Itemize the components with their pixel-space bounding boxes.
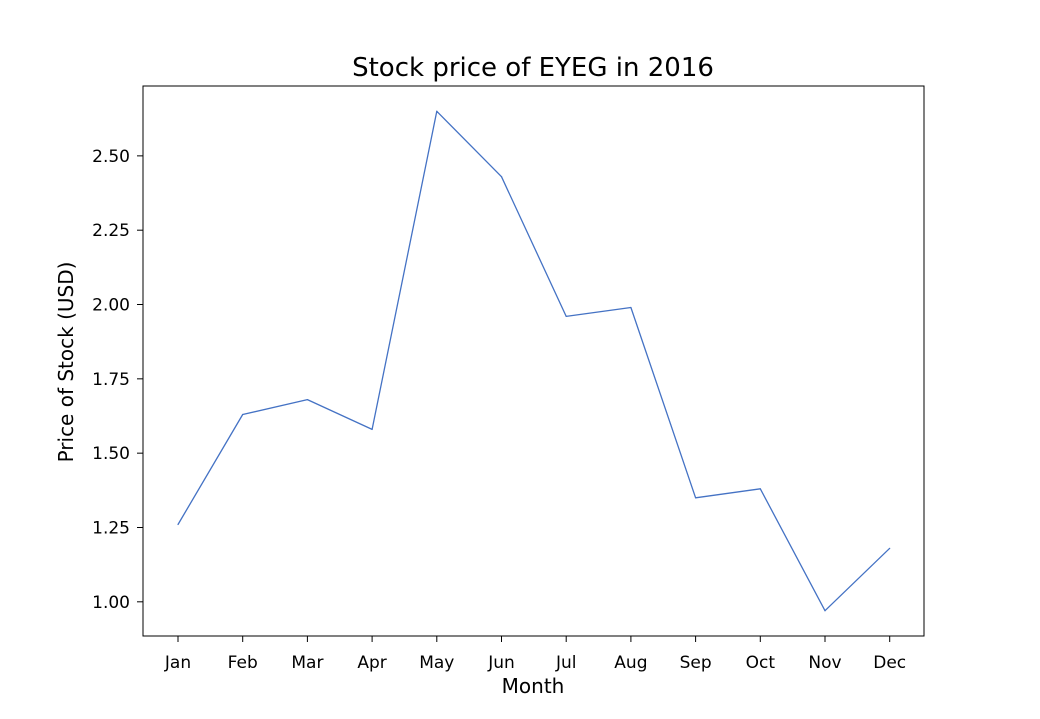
x-tick-label: Sep <box>680 653 712 673</box>
y-axis-ticks: 1.00 1.25 1.50 1.75 2.00 2.25 2.50 <box>92 147 143 613</box>
chart-title: Stock price of EYEG in 2016 <box>352 53 714 83</box>
x-tick-label: May <box>419 653 454 673</box>
data-point <box>436 110 438 112</box>
x-tick-label: Jul <box>555 653 577 673</box>
data-point <box>824 610 826 612</box>
y-tick-label: 1.75 <box>92 370 130 390</box>
series-line <box>177 110 891 612</box>
x-axis-label: Month <box>502 674 565 698</box>
y-tick-label: 1.00 <box>92 593 130 613</box>
y-tick-label: 2.00 <box>92 296 130 316</box>
data-point <box>630 306 632 309</box>
x-tick-label: Apr <box>357 653 386 673</box>
data-point <box>759 488 761 490</box>
plot-area-frame <box>142 85 925 637</box>
data-point <box>242 413 244 416</box>
x-tick-label: Feb <box>228 653 258 673</box>
x-tick-label: Oct <box>746 653 776 673</box>
x-tick-label: Jan <box>164 653 191 673</box>
data-point <box>177 523 179 526</box>
data-point <box>306 399 308 401</box>
x-tick-label: Nov <box>808 653 841 673</box>
x-tick-label: Aug <box>614 653 647 673</box>
x-axis-ticks: Jan Feb Mar Apr May Jun Jul Aug Sep Oct Nov Dec <box>164 636 906 673</box>
data-point <box>565 315 567 318</box>
y-axis-label: Price of Stock (USD) <box>54 262 78 463</box>
data-point <box>500 176 503 178</box>
data-point <box>371 428 373 430</box>
y-tick-label: 1.50 <box>92 444 130 464</box>
data-point <box>695 497 697 499</box>
x-tick-label: Jun <box>487 653 515 673</box>
x-tick-label: Mar <box>291 653 323 673</box>
y-tick-label: 2.25 <box>92 221 130 241</box>
series-layer <box>177 110 891 612</box>
data-point <box>889 547 891 549</box>
y-tick-label: 1.25 <box>92 518 130 538</box>
x-tick-label: Dec <box>873 653 906 673</box>
y-tick-label: 2.50 <box>92 147 130 167</box>
